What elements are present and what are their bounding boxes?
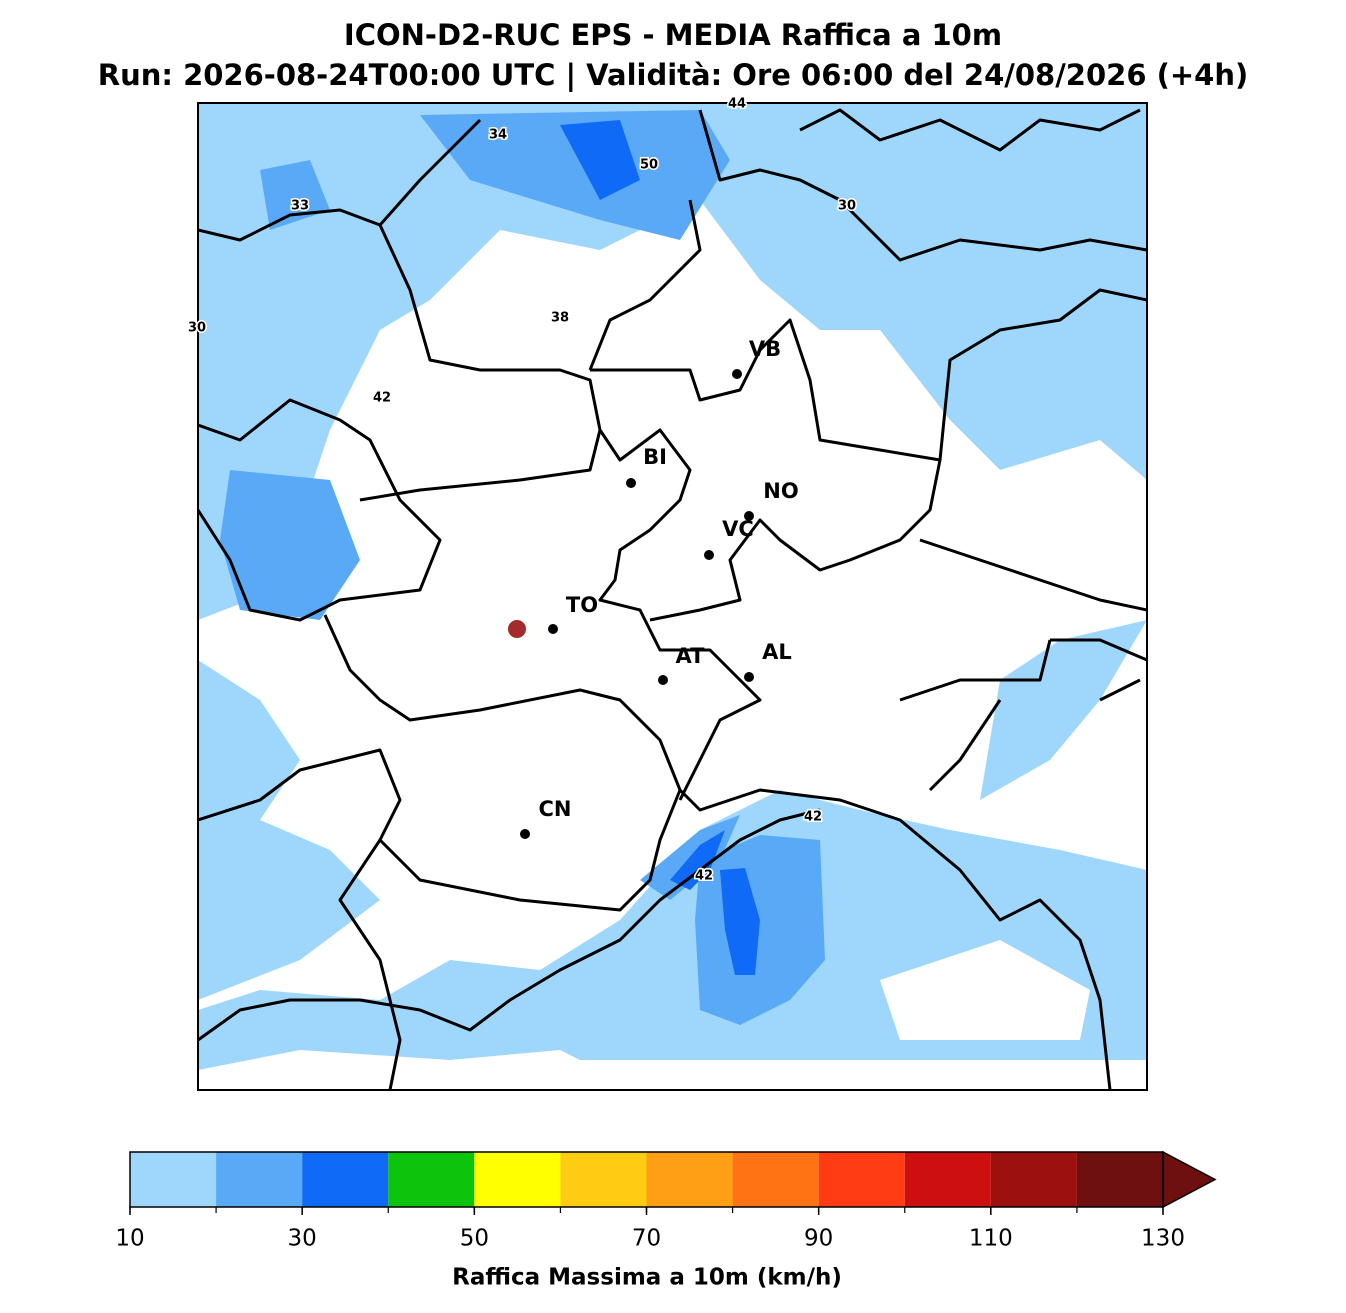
city-dot: [658, 675, 668, 685]
colorbar-segment: [646, 1152, 733, 1207]
colorbar-segment: [130, 1152, 217, 1207]
city-label: TO: [566, 593, 598, 617]
contour-label: 42: [695, 869, 713, 884]
colorbar-segment: [1076, 1152, 1163, 1207]
city-label: AL: [762, 640, 792, 664]
colorbar-segment: [216, 1152, 303, 1207]
colorbar-extend: [1162, 1150, 1217, 1209]
colorbar-tick-label: 130: [1141, 1226, 1185, 1252]
contour-label: 44: [728, 97, 746, 112]
subtitle: Run: 2026-08-24T00:00 UTC | Validità: Or…: [98, 58, 1248, 92]
colorbar-tick-label: 90: [804, 1226, 833, 1252]
colorbar-segment: [302, 1152, 389, 1207]
colorbar-segment: [904, 1152, 991, 1207]
city-label: NO: [763, 479, 798, 503]
city-dot: [704, 550, 714, 560]
colorbar-tick-label: 10: [115, 1226, 144, 1252]
city-label: VB: [749, 337, 781, 361]
city-label: VC: [722, 517, 754, 541]
city-dot: [520, 829, 530, 839]
city-label: CN: [539, 797, 572, 821]
colorbar-segment: [818, 1152, 905, 1207]
colorbar-tick-label: 70: [632, 1226, 661, 1252]
colorbar-label: Raffica Massima a 10m (km/h): [452, 1265, 842, 1291]
city-dot: [744, 511, 754, 521]
contour-label: 30: [188, 321, 206, 336]
colorbar-tick-label: 30: [288, 1226, 317, 1252]
city-dot: [548, 624, 558, 634]
colorbar-segment: [990, 1152, 1077, 1207]
city-label: AT: [676, 644, 706, 668]
title: ICON-D2-RUC EPS - MEDIA Raffica a 10m: [344, 18, 1002, 52]
contour-label: 42: [804, 810, 822, 825]
location-marker: [508, 620, 526, 638]
colorbar-segment: [560, 1152, 647, 1207]
colorbar-tick-label: 110: [969, 1226, 1013, 1252]
contour-label: 33: [291, 199, 309, 214]
city-dot: [626, 478, 636, 488]
contour-label: 30: [838, 199, 856, 214]
colorbar: 10 30 50 70 90 110 130: [115, 1150, 1217, 1252]
city-dot: [744, 672, 754, 682]
contour-label: 50: [640, 158, 658, 173]
city-dot: [732, 369, 742, 379]
colorbar-tick-label: 50: [460, 1226, 489, 1252]
city-label: BI: [643, 445, 667, 469]
contour-label: 38: [551, 311, 569, 326]
map: VB BI NO VC TO AT AL CN 44 34 50 33 30 38 30 42 42 42: [186, 95, 1148, 1091]
gust-field: [198, 103, 1147, 1070]
contour-label: 42: [373, 391, 391, 406]
map-frame: [197, 102, 1148, 1091]
colorbar-segment: [732, 1152, 819, 1207]
contour-label: 34: [489, 128, 507, 143]
borders: [198, 108, 1147, 1090]
colorbar-segment: [388, 1152, 475, 1207]
colorbar-segment: [474, 1152, 561, 1207]
